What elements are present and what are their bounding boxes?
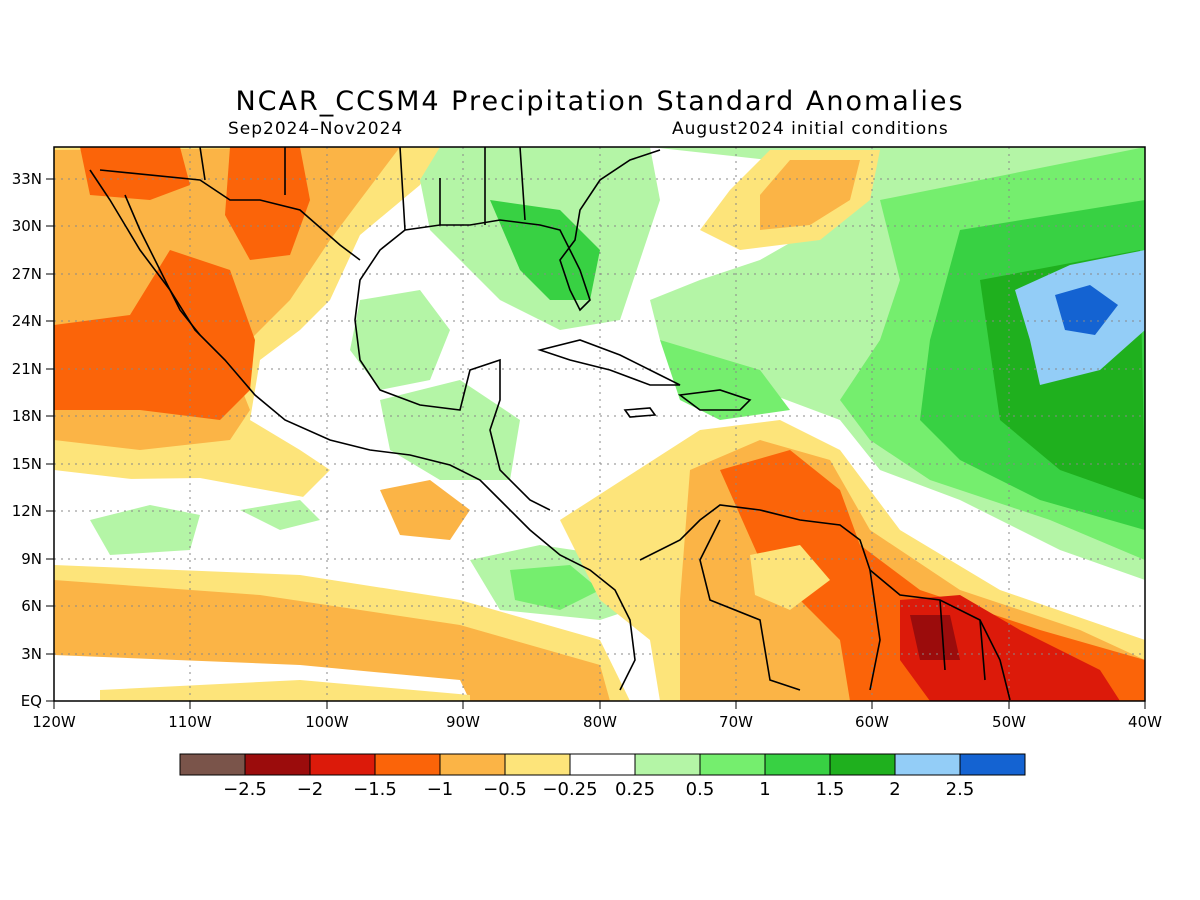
colorbar-label: 0.5 [686,779,715,800]
coast-jamaica [623,407,657,418]
lat-label: 27N [12,265,42,283]
coast-south-america [639,504,1011,701]
lon-label: 40W [1128,713,1162,731]
colorbar-swatch [569,753,636,776]
colorbar-swatch [634,753,701,776]
dry-region-sa-strong [720,450,1145,701]
lat-label: 18N [12,407,42,425]
lat-label: 30N [12,217,42,235]
border-us-mexico [99,169,361,261]
colorbar-label: −2.5 [223,779,267,800]
lat-label: 6N [21,597,42,615]
coast-baja [124,194,201,336]
colorbar-swatch [699,753,766,776]
lat-label: EQ [21,692,42,710]
coast-gulf-mexico [354,229,551,511]
colorbar-swatch [179,753,246,776]
dry-region-guianas-core [910,615,960,660]
map-title: NCAR_CCSM4 Precipitation Standard Anomal… [235,86,965,117]
wet-region-central-america [380,380,520,480]
lon-label: 60W [855,713,889,731]
colorbar: −2.5 −2 −1.5 −1 −0.5 −0.25 0.25 0.5 1 1.5 2 2.5 [179,753,1026,800]
colorbar-swatch [764,753,831,776]
wet-region-caribbean [660,340,790,420]
colorbar-label: 1.5 [816,779,845,800]
coast-cuba [537,339,681,386]
lat-axis: 33N 30N 27N 24N 21N 18N 15N 12N 9N 6N 3N… [12,170,54,710]
colorbar-label: 2.5 [946,779,975,800]
pacific-green-patch-2 [240,500,320,530]
lon-label: 100W [305,713,349,731]
dry-band-lower [100,680,470,701]
lon-label: 70W [719,713,753,731]
colorbar-swatch [374,753,441,776]
dry-region-sa-yellow-center [750,545,830,610]
initial-conditions: August2024 initial conditions [672,119,949,139]
coast-mexico-pacific [89,169,636,691]
lon-label: 80W [583,713,617,731]
lat-label: 3N [21,645,42,663]
dry-patch-north-atlantic-inner [760,160,860,230]
colorbar-label: 2 [889,779,900,800]
lon-label: 50W [992,713,1026,731]
lat-label: 33N [12,170,42,188]
lon-label: 110W [168,713,212,731]
wet-region-florida [490,200,600,300]
lat-label: 15N [12,455,42,473]
dry-region-texas [225,147,310,260]
lon-label: 90W [446,713,480,731]
pacific-green-patch [90,505,200,555]
lat-label: 24N [12,312,42,330]
lat-label: 21N [12,360,42,378]
colorbar-swatch [244,753,311,776]
colorbar-label: 1 [759,779,770,800]
colorbar-swatch [959,753,1026,776]
lat-label: 9N [21,550,42,568]
lat-label: 12N [12,502,42,520]
graticule [54,147,1145,701]
border-sa-countries [699,519,986,691]
colorbar-swatch [894,753,961,776]
forecast-period: Sep2024–Nov2024 [228,119,404,139]
colorbar-label: 0.25 [615,779,655,800]
colorbar-label: −1.5 [353,779,397,800]
colorbar-label: −2 [297,779,324,800]
colorbar-swatch [829,753,896,776]
coast-hispaniola [677,389,752,411]
colorbar-swatch [309,753,376,776]
anomaly-field [54,147,1145,701]
wet-region-gulf [350,290,450,390]
extreme-wet-region [1055,285,1118,335]
colorbar-swatch [504,753,571,776]
colorbar-label: −0.5 [483,779,527,800]
lon-label: 120W [32,713,76,731]
coastlines [89,147,1011,701]
border-us-states [199,147,526,231]
lon-axis: 120W 110W 100W 90W 80W 70W 60W 50W 40W [32,701,1162,731]
pacific-yellow-blob [380,480,470,540]
colorbar-swatch [439,753,506,776]
colorbar-label: −1 [427,779,454,800]
colorbar-label: −0.25 [542,779,597,800]
dry-region-guianas [900,595,1120,701]
wet-region-panama-core [510,565,600,610]
dry-region-west-core [54,250,255,420]
